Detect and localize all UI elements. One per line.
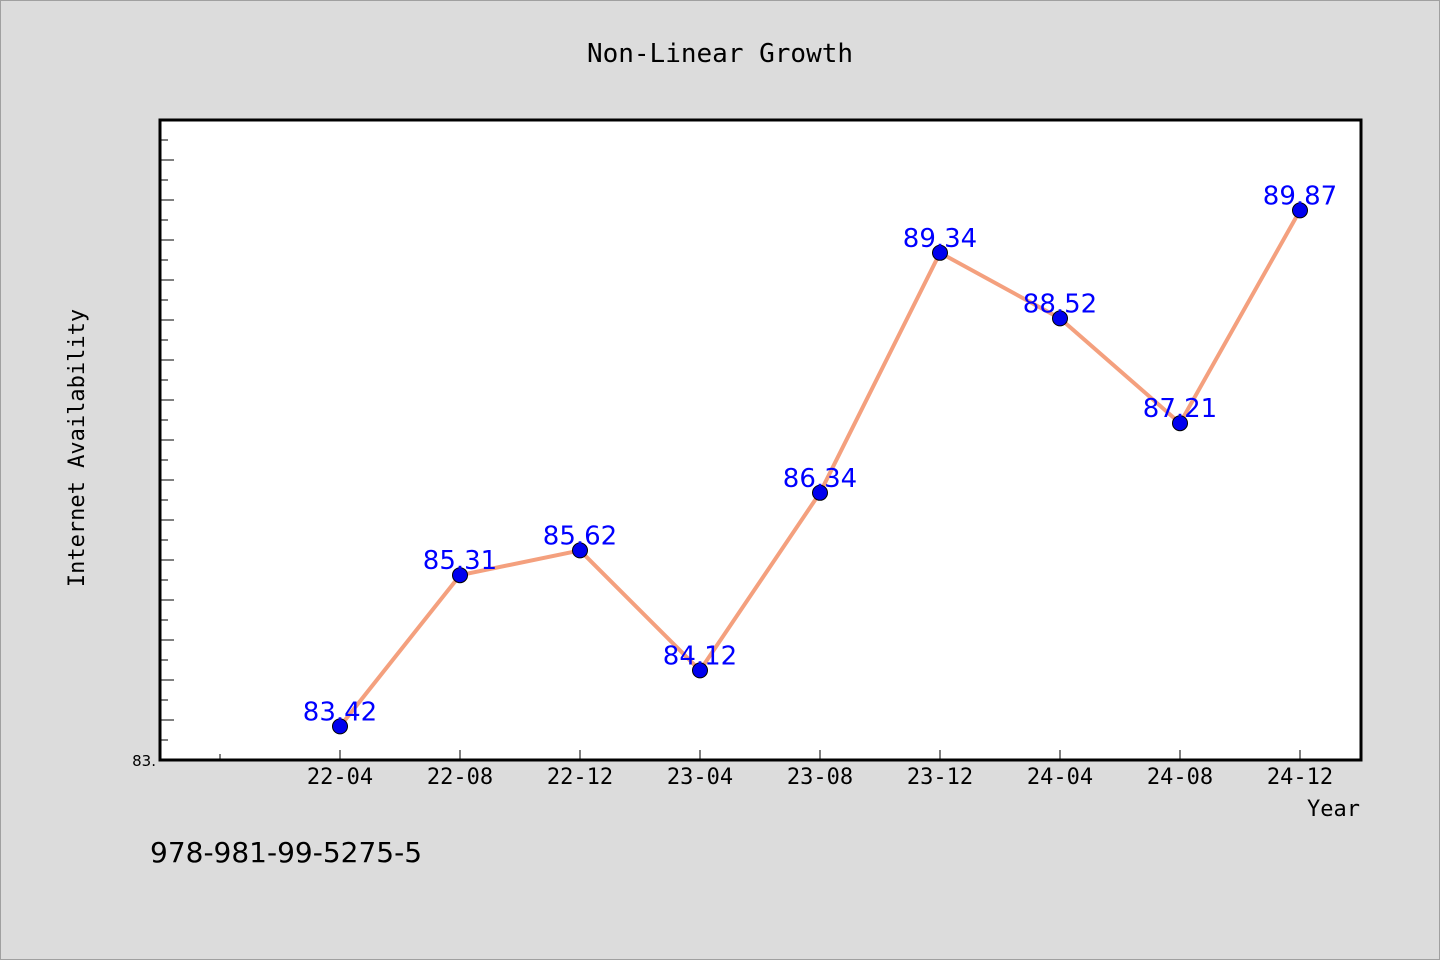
data-point <box>932 244 948 261</box>
y-axis-label: Internet Availability <box>65 309 90 587</box>
data-point <box>1052 310 1068 327</box>
series-markers-group <box>332 202 1308 735</box>
data-label: 86.34 <box>783 464 857 494</box>
y-tick-label: 83. <box>132 752 156 770</box>
data-label: 85.62 <box>543 521 617 551</box>
series-labels-group: 83.42 85.31 85.62 84.12 86.34 89.34 88.52 87.21… <box>303 181 1337 727</box>
isbn-text: 978-981-99-5275-5 <box>150 836 422 869</box>
y-axis-ticks <box>160 139 174 761</box>
chart-title: Non-Linear Growth <box>587 39 853 69</box>
data-label: 84.12 <box>663 641 737 671</box>
data-point <box>452 567 468 584</box>
data-label: 89.34 <box>903 224 977 254</box>
data-point <box>692 662 708 679</box>
x-tick-label: 24-08 <box>1147 765 1213 790</box>
x-tick-label: 23-04 <box>667 765 733 790</box>
x-tick-label: 23-08 <box>787 765 853 790</box>
data-label: 83.42 <box>303 697 377 727</box>
plot-area <box>158 118 1363 762</box>
data-label: 85.31 <box>423 546 497 576</box>
x-tick-label: 24-04 <box>1027 765 1093 790</box>
x-tick-label: 23-12 <box>907 765 973 790</box>
x-tick-label: 22-08 <box>427 765 493 790</box>
data-point <box>572 542 588 559</box>
x-tick-label: 22-12 <box>547 765 613 790</box>
x-axis-ticks: 22-04 22-08 22-12 23-04 23-08 23-12 24-04 24-08… <box>219 750 1333 790</box>
data-point <box>332 718 348 735</box>
data-point <box>1292 202 1308 219</box>
data-label: 88.52 <box>1023 289 1097 319</box>
data-point <box>812 484 828 501</box>
data-label: 87.21 <box>1143 394 1217 424</box>
data-point <box>1172 415 1188 432</box>
x-tick-label: 22-04 <box>307 765 373 790</box>
x-axis-label: Year <box>1307 797 1360 822</box>
data-label: 89.87 <box>1263 181 1337 211</box>
x-tick-label: 24-12 <box>1267 765 1333 790</box>
